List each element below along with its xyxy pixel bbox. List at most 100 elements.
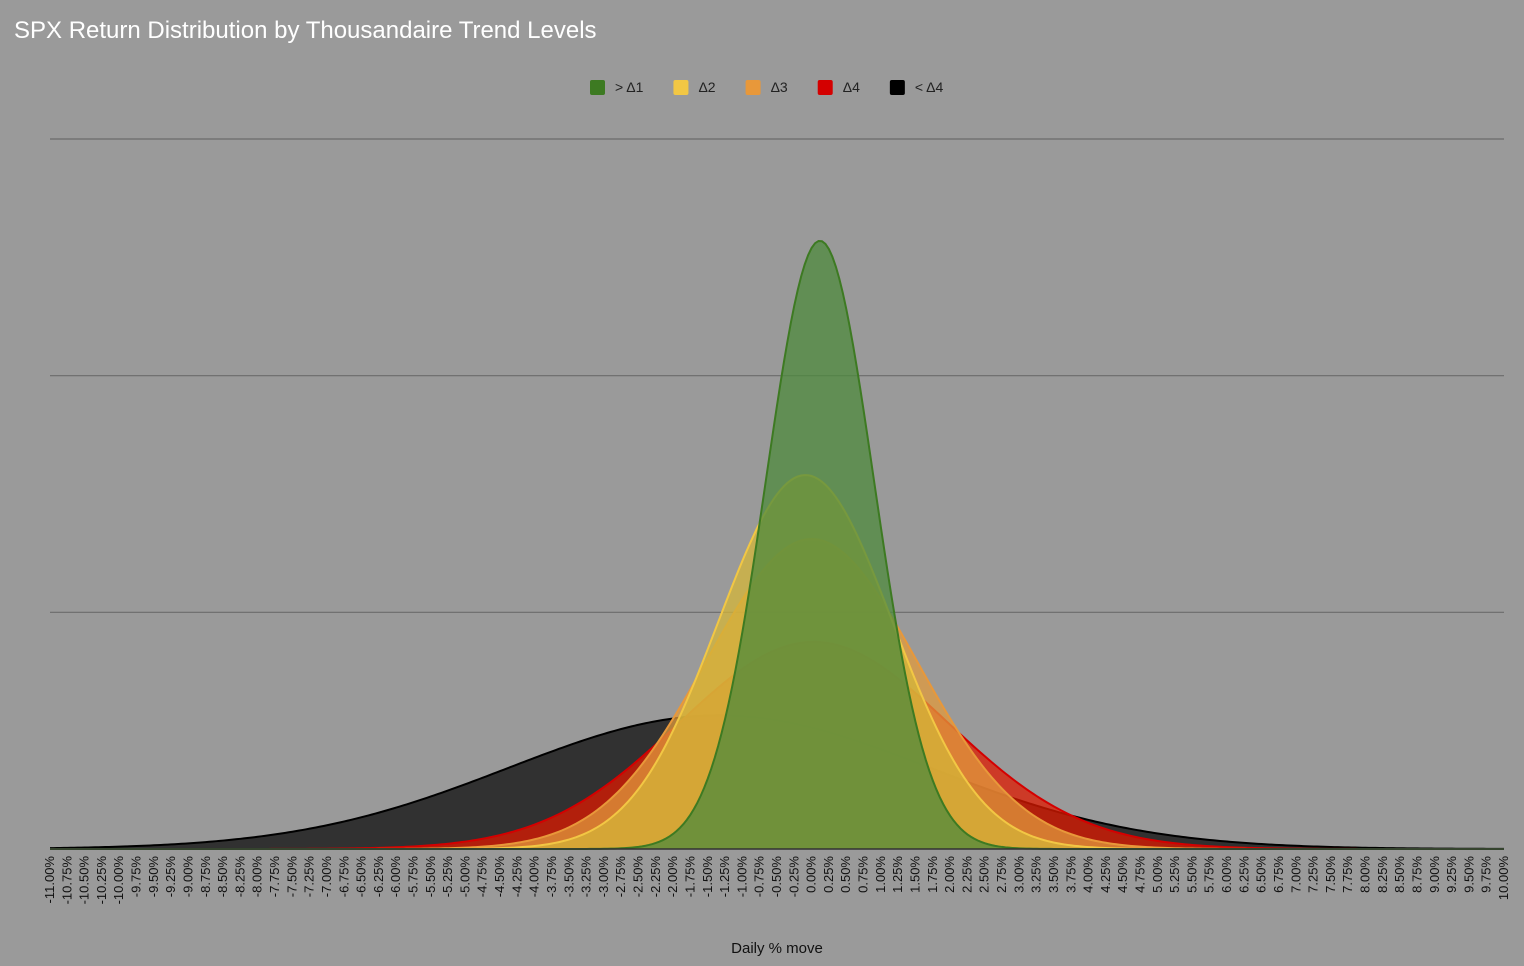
x-tick-label: 6.50% [1254, 856, 1269, 893]
x-tick-label: 6.00% [1219, 856, 1234, 893]
x-tick-label: 7.25% [1306, 856, 1321, 893]
x-tick-label: 5.50% [1184, 856, 1199, 893]
x-tick-label: 10.00% [1496, 856, 1511, 901]
x-tick-label: 5.00% [1150, 856, 1165, 893]
legend-label-0: > Δ1 [615, 79, 644, 95]
x-tick-label: 2.00% [942, 856, 957, 893]
x-tick-label: 2.25% [959, 856, 974, 893]
x-tick-label: -2.50% [631, 856, 646, 898]
x-tick-labels: -11.00% -10.75% -10.50% -10.25% -10.00% -9.75… [42, 856, 1511, 905]
x-tick-label: -8.00% [250, 856, 265, 898]
legend-label-2: Δ3 [771, 79, 788, 95]
x-tick-label: 0.25% [821, 856, 836, 893]
x-tick-label: -3.00% [596, 856, 611, 898]
x-tick-label: -0.75% [752, 856, 767, 898]
x-tick-label: -5.50% [423, 856, 438, 898]
x-tick-label: -1.75% [683, 856, 698, 898]
x-tick-label: -5.75% [406, 856, 421, 898]
legend-swatch-3 [817, 80, 833, 95]
x-tick-label: 8.50% [1392, 856, 1407, 893]
x-tick-label: 9.25% [1444, 856, 1459, 893]
x-tick-label: -0.50% [769, 856, 784, 898]
x-tick-label: -8.25% [232, 856, 247, 898]
x-tick-label: 1.75% [925, 856, 940, 893]
x-tick-label: 4.25% [1098, 856, 1113, 893]
x-tick-label: 8.75% [1410, 856, 1425, 893]
x-tick-label: -6.25% [371, 856, 386, 898]
x-axis-label: Daily % move [731, 940, 823, 957]
x-tick-label: 6.75% [1271, 856, 1286, 893]
x-tick-label: 0.00% [804, 856, 819, 893]
series-area-0 [50, 240, 1504, 850]
x-tick-label: 5.75% [1202, 856, 1217, 893]
x-tick-label: 4.00% [1081, 856, 1096, 893]
x-tick-label: 0.50% [838, 856, 853, 893]
x-tick-label: -7.25% [302, 856, 317, 898]
legend-label-4: < Δ4 [915, 79, 944, 95]
legend-swatch-0 [590, 80, 605, 95]
x-tick-label: -8.75% [198, 856, 213, 898]
x-tick-label: -10.50% [77, 856, 92, 905]
series-areas [49, 239, 1505, 850]
x-tick-label: 4.50% [1115, 856, 1130, 893]
x-tick-label: -4.75% [475, 856, 490, 898]
x-tick-label: -1.00% [734, 856, 749, 898]
x-tick-label: -6.00% [388, 856, 403, 898]
legend-label-3: Δ4 [843, 79, 860, 95]
x-tick-label: -4.50% [492, 856, 507, 898]
x-tick-label: 1.50% [908, 856, 923, 893]
x-tick-label: -10.25% [94, 856, 109, 905]
x-tick-label: -10.75% [59, 856, 74, 905]
x-tick-label: -2.00% [665, 856, 680, 898]
x-tick-label: 4.75% [1133, 856, 1148, 893]
x-tick-label: -1.25% [717, 856, 732, 898]
legend-swatch-1 [673, 80, 689, 95]
x-tick-label: 3.25% [1029, 856, 1044, 893]
x-tick-label: -9.50% [146, 856, 161, 898]
x-tick-label: -7.75% [267, 856, 282, 898]
x-tick-label: -0.25% [786, 856, 801, 898]
x-tick-label: 9.00% [1427, 856, 1442, 893]
legend-label-1: Δ2 [698, 79, 715, 95]
x-tick-label: -6.75% [336, 856, 351, 898]
x-tick-label: 0.75% [856, 856, 871, 893]
x-tick-label: 5.25% [1167, 856, 1182, 893]
x-tick-label: 9.50% [1461, 856, 1476, 893]
x-tick-label: -7.00% [319, 856, 334, 898]
x-tick-label: -8.50% [215, 856, 230, 898]
x-tick-label: 8.25% [1375, 856, 1390, 893]
x-tick-label: -4.25% [509, 856, 524, 898]
chart-title: SPX Return Distribution by Thousandaire … [14, 17, 597, 44]
x-tick-label: -1.50% [700, 856, 715, 898]
legend-swatch-4 [889, 80, 905, 95]
x-tick-label: -2.25% [648, 856, 663, 898]
x-tick-label: -9.75% [129, 856, 144, 898]
x-tick-label: -3.50% [561, 856, 576, 898]
x-tick-label: -9.00% [181, 856, 196, 898]
x-tick-label: -10.00% [111, 856, 126, 905]
x-tick-label: -5.00% [457, 856, 472, 898]
x-tick-label: 3.00% [1011, 856, 1026, 893]
x-tick-label: 8.00% [1358, 856, 1373, 893]
x-tick-label: 6.25% [1236, 856, 1251, 893]
x-tick-label: 1.25% [890, 856, 905, 893]
x-tick-label: -4.00% [527, 856, 542, 898]
x-tick-label: -2.75% [613, 856, 628, 898]
x-tick-label: 2.50% [977, 856, 992, 893]
legend-swatch-2 [745, 80, 761, 95]
x-tick-label: -3.75% [544, 856, 559, 898]
x-tick-label: 7.50% [1323, 856, 1338, 893]
x-tick-label: 9.75% [1479, 856, 1494, 893]
x-tick-label: -5.25% [440, 856, 455, 898]
legend: > Δ1 Δ2 Δ3 Δ4 < Δ4 [590, 79, 944, 95]
x-tick-label: 1.00% [873, 856, 888, 893]
x-tick-label: 7.00% [1288, 856, 1303, 893]
x-tick-label: -9.25% [163, 856, 178, 898]
x-tick-label: -11.00% [42, 856, 57, 904]
x-tick-label: -3.25% [579, 856, 594, 898]
x-tick-label: 3.50% [1046, 856, 1061, 893]
x-tick-label: 3.75% [1063, 856, 1078, 893]
x-tick-label: -7.50% [284, 856, 299, 898]
x-tick-label: -6.50% [354, 856, 369, 898]
